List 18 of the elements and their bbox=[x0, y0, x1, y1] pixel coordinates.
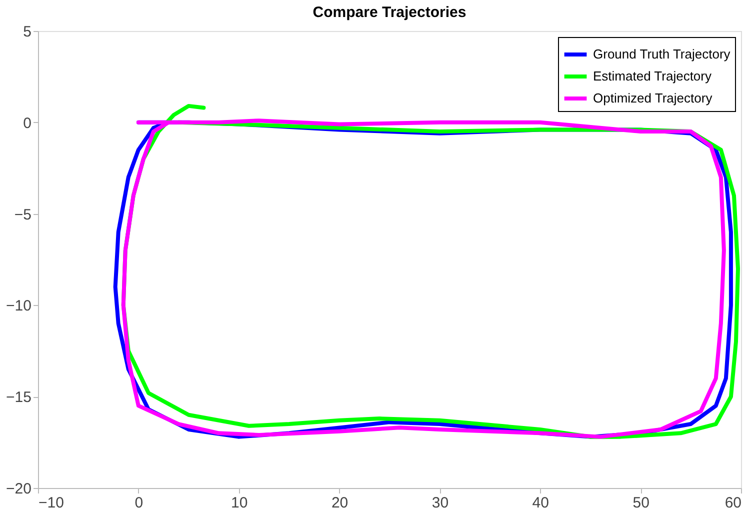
y-tick-label: 5 bbox=[23, 24, 32, 40]
y-tick-label: 0 bbox=[23, 114, 32, 132]
x-tick-label: 50 bbox=[632, 494, 650, 512]
chart-title: Compare Trajectories bbox=[312, 4, 466, 21]
y-tick-label: −5 bbox=[14, 206, 32, 224]
y-tick-label: −15 bbox=[6, 389, 32, 406]
x-tick-label: 10 bbox=[231, 494, 248, 512]
x-tick-label: 30 bbox=[432, 494, 449, 512]
legend-label: Estimated Trajectory bbox=[593, 68, 712, 84]
legend-label: Ground Truth Trajectory bbox=[593, 46, 731, 62]
x-tick-label: 20 bbox=[331, 494, 348, 512]
y-tick-label: −20 bbox=[6, 480, 32, 498]
x-tick-label: 40 bbox=[532, 494, 549, 512]
x-tick-label: 0 bbox=[134, 494, 144, 512]
y-tick-label: −10 bbox=[6, 298, 32, 315]
x-tick-label: −10 bbox=[38, 494, 64, 512]
x-tick-label: 60 bbox=[724, 494, 742, 512]
legend-label: Optimized Trajectory bbox=[593, 90, 713, 106]
